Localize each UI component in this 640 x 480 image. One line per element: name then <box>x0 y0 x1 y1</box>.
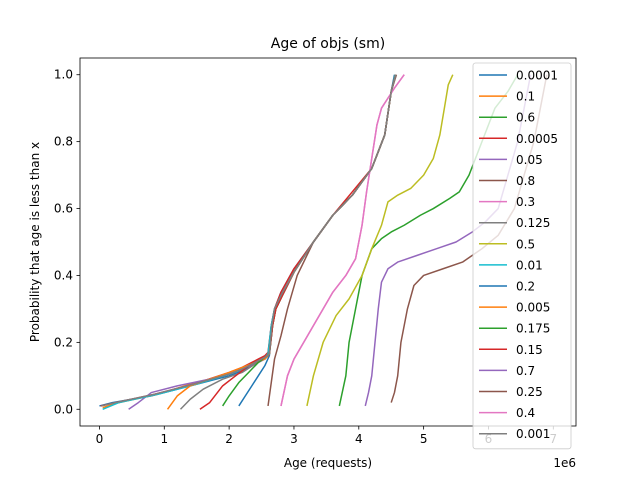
x-tick-label: 0 <box>96 432 104 446</box>
legend-entry: 0.7 <box>516 364 535 378</box>
legend-entry: 0.3 <box>516 195 535 209</box>
x-axis-offset-label: 1e6 <box>553 456 576 470</box>
legend-entry: 0.001 <box>516 427 550 441</box>
x-tick-label: 2 <box>225 432 233 446</box>
x-tick-label: 1 <box>160 432 168 446</box>
series-lines <box>99 74 548 410</box>
legend-entry: 0.005 <box>516 301 550 315</box>
legend: 0.0001 0.1 0.6 0.0005 0.05 0.8 0.3 0.125 0.5 0.01… <box>472 62 572 450</box>
y-tick-label: 0.6 <box>54 202 73 216</box>
legend-entry: 0.05 <box>516 153 543 167</box>
y-tick-label: 0.8 <box>54 135 73 149</box>
chart-title: Age of objs (sm) <box>271 36 385 52</box>
legend-entry: 0.2 <box>516 280 535 294</box>
plot-frame <box>79 57 577 427</box>
legend-entry: 0.25 <box>516 385 543 399</box>
legend-entry: 0.0001 <box>516 69 558 83</box>
x-axis-label: Age (requests) <box>284 456 372 470</box>
y-tick-label: 0.4 <box>54 268 73 282</box>
legend-entry: 0.8 <box>516 174 535 188</box>
legend-entry: 0.15 <box>516 343 543 357</box>
legend-entry: 0.1 <box>516 90 535 104</box>
y-tick-label: 0.2 <box>54 335 73 349</box>
y-axis-label: Probability that age is less than x <box>28 142 42 342</box>
axis-ticks: 012345670.00.20.40.60.81.0 <box>54 68 557 446</box>
series-line-8 <box>306 74 454 407</box>
legend-entry: 0.175 <box>516 322 550 336</box>
series-line-16 <box>280 74 405 407</box>
y-tick-label: 0.0 <box>54 402 73 416</box>
x-tick-label: 4 <box>355 432 363 446</box>
y-tick-label: 1.0 <box>54 68 73 82</box>
legend-entry: 0.6 <box>516 111 535 125</box>
legend-entry: 0.5 <box>516 237 535 251</box>
legend-entry: 0.0005 <box>516 132 558 146</box>
x-tick-label: 5 <box>420 432 428 446</box>
legend-entry: 0.125 <box>516 216 550 230</box>
legend-entry: 0.4 <box>516 406 535 420</box>
x-tick-label: 3 <box>290 432 298 446</box>
legend-entry: 0.01 <box>516 258 543 272</box>
series-line-17 <box>101 74 397 407</box>
